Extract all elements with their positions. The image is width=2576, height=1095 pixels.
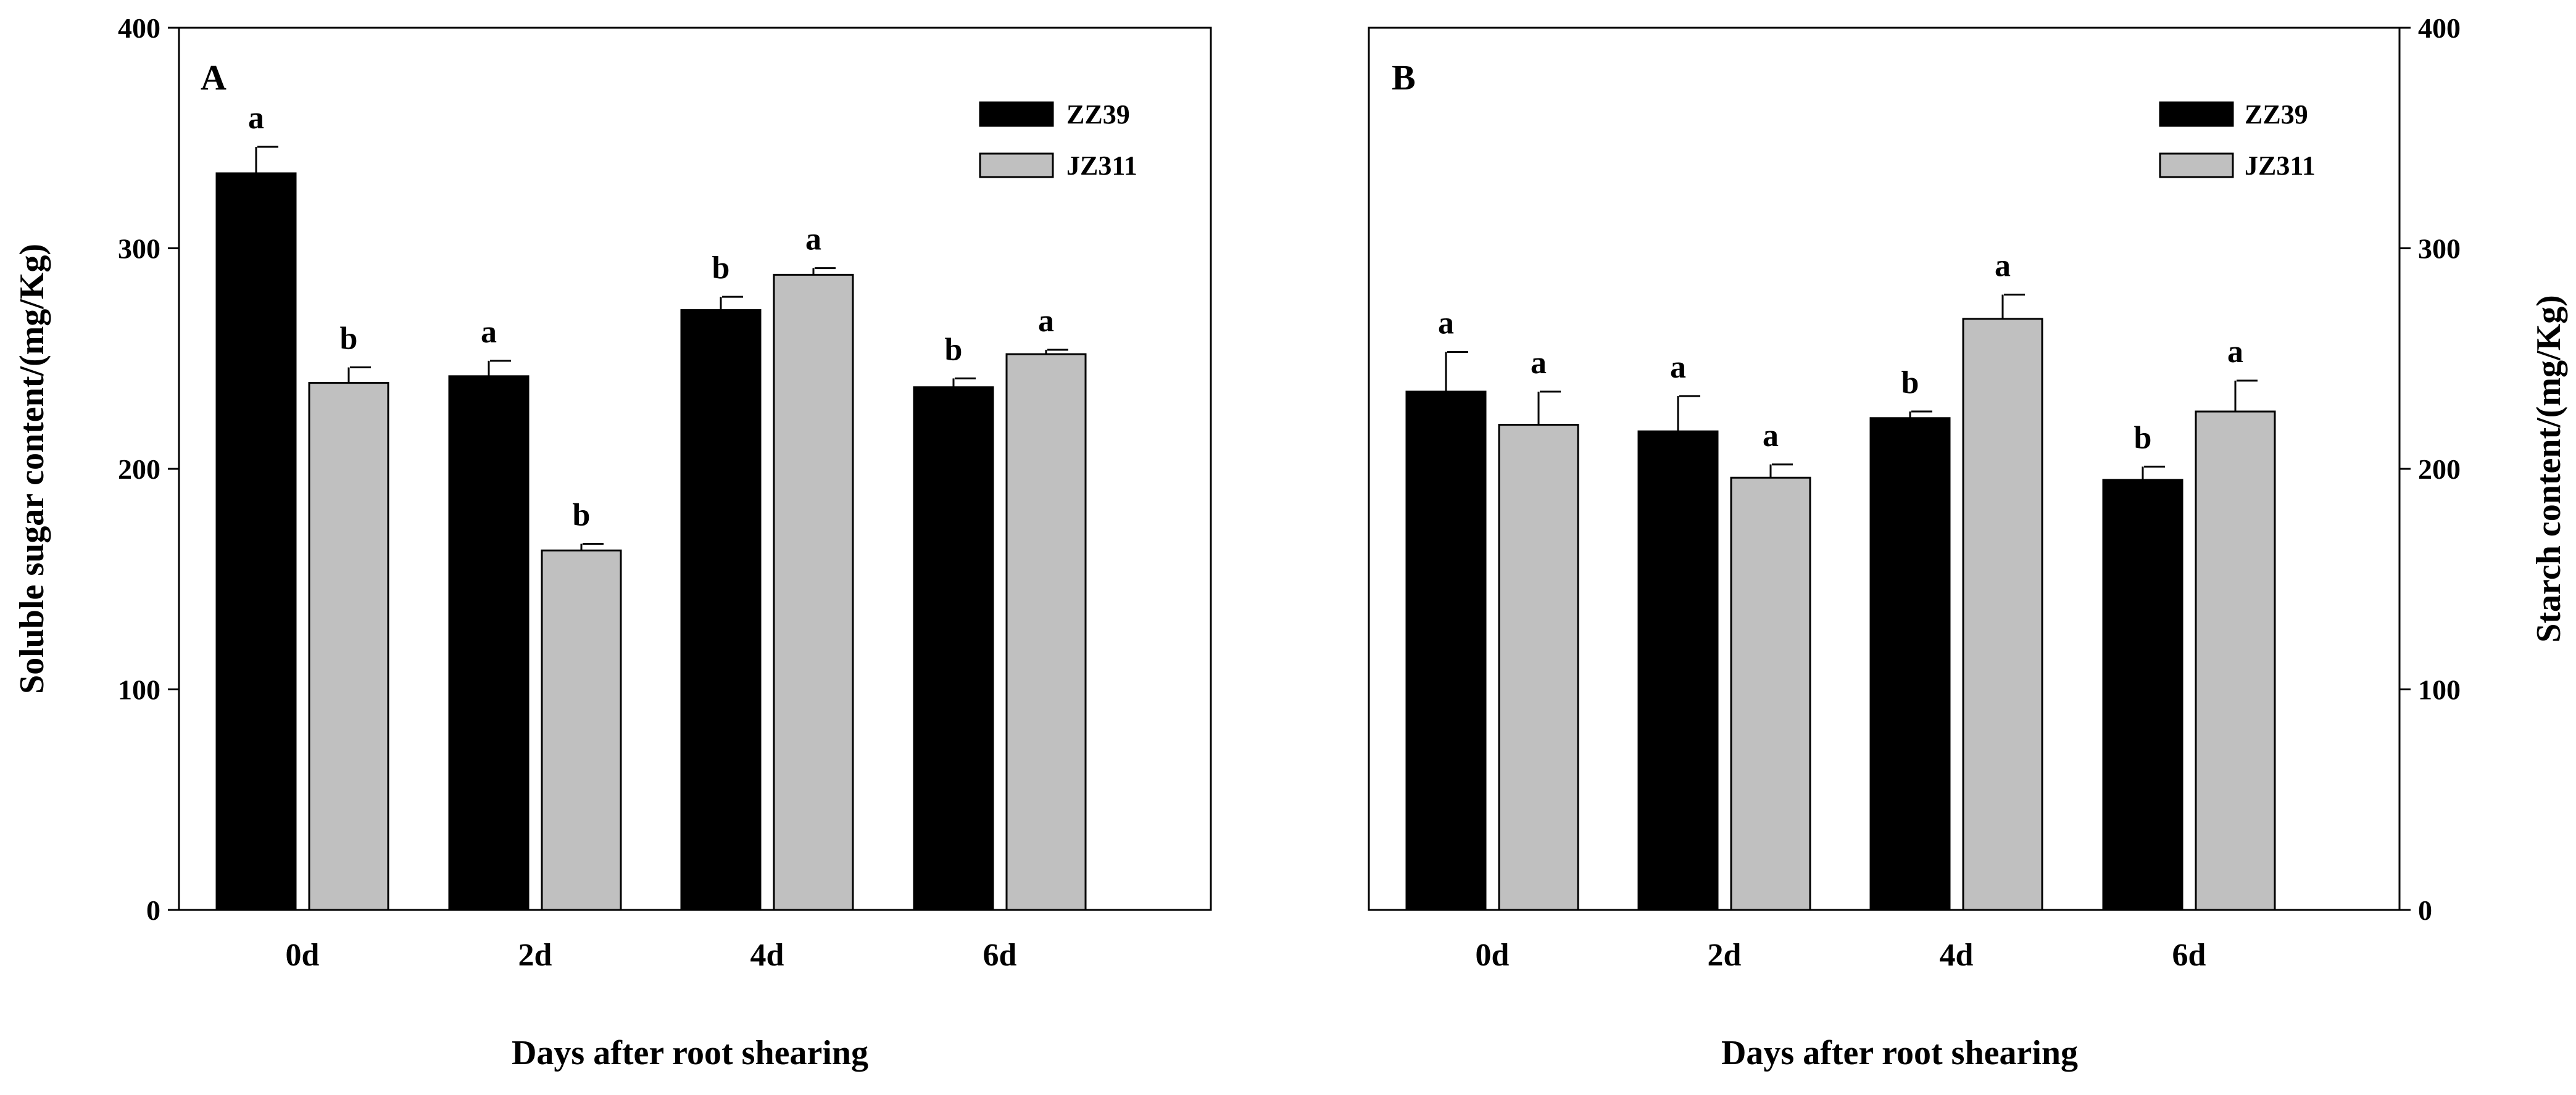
panel-b-y-tick-label: 100: [2418, 674, 2461, 706]
panel-b-bar-jz311-6d: [2195, 410, 2276, 911]
panel-a-significance-letter: a: [481, 315, 497, 350]
panel-b-legend-label-jz311: JZ311: [2245, 151, 2316, 181]
panel-b-y-tick-label: 0: [2418, 895, 2432, 926]
panel-b-legend-swatch-jz311: [2159, 152, 2234, 178]
panel-a-bar-jz311-2d: [541, 549, 622, 911]
panel-a-x-axis-title: Days after root shearing: [512, 1034, 868, 1072]
panel-a-y-tick-label: 300: [118, 233, 160, 265]
panel-a-significance-letter: a: [248, 101, 264, 136]
panel-b-significance-letter: b: [1901, 365, 1919, 400]
panel-b-x-tick-label: 2d: [1708, 938, 1742, 973]
panel-b-significance-letter: a: [1670, 350, 1686, 385]
panel-a-bar-jz311-4d: [773, 273, 854, 911]
panel-b-legend-swatch-zz39: [2159, 101, 2234, 127]
panel-b-bar-jz311-2d: [1730, 476, 1811, 911]
panel-a-bar-zz39-2d: [448, 375, 530, 911]
panel-b-significance-letter: b: [2134, 420, 2152, 455]
panel-b-bar-jz311-0d: [1498, 424, 1579, 911]
panel-a-bar-jz311-6d: [1005, 353, 1087, 911]
panel-a-legend-swatch-zz39: [979, 101, 1054, 127]
panel-a: 0 100 200 300 400 a b 0d a b 2d b a 4d b a 6d ZZ39 JZ311 A S…: [13, 12, 1212, 1072]
panel-b-bar-zz39-4d: [1869, 417, 1951, 911]
panel-a-legend-label-jz311: JZ311: [1066, 151, 1137, 181]
panel-b-y-tick-label: 200: [2418, 453, 2461, 485]
panel-a-significance-letter: a: [1038, 304, 1054, 339]
panel-a-x-tick-label: 6d: [983, 938, 1017, 973]
panel-a-significance-letter: b: [573, 498, 591, 533]
panel-a-legend-swatch-jz311: [979, 152, 1054, 178]
panel-b-y-tick-label: 300: [2418, 233, 2461, 265]
panel-a-label: A: [201, 57, 226, 97]
panel-a-significance-letter: b: [945, 332, 963, 367]
panel-a-significance-letter: a: [805, 222, 821, 257]
panel-b-legend-label-zz39: ZZ39: [2245, 99, 2308, 130]
panel-b-bar-zz39-6d: [2102, 479, 2183, 911]
panel-a-y-tick-label: 0: [146, 895, 160, 926]
panel-b-significance-letter: a: [1995, 249, 2011, 284]
panel-b: 0 100 200 300 400 a a 0d a a 2d b a 4d b a 6d ZZ39 JZ311 B S…: [1368, 12, 2568, 1072]
panel-a-y-tick-label: 100: [118, 674, 160, 706]
panel-a-x-tick-label: 2d: [518, 938, 552, 973]
panel-b-x-tick-label: 4d: [1940, 938, 1974, 973]
panel-a-x-tick-label: 4d: [750, 938, 784, 973]
panel-b-significance-letter: a: [1438, 306, 1454, 341]
panel-a-significance-letter: b: [712, 250, 730, 286]
panel-b-label: B: [1392, 57, 1416, 97]
panel-a-y-tick-label: 400: [118, 12, 160, 44]
panel-a-bar-zz39-0d: [215, 172, 297, 911]
panel-b-significance-letter: a: [2227, 334, 2243, 370]
panel-a-bar-jz311-0d: [308, 382, 389, 911]
panel-b-y-tick-label: 400: [2418, 12, 2461, 44]
panel-b-significance-letter: a: [1763, 418, 1779, 453]
panel-b-y-axis-title: Starch content/(mg/Kg): [2530, 295, 2568, 643]
panel-a-legend-label-zz39: ZZ39: [1066, 99, 1130, 130]
panel-b-bar-zz39-0d: [1405, 390, 1487, 911]
panel-b-bar-jz311-4d: [1962, 318, 2043, 911]
panel-a-bar-zz39-4d: [680, 309, 762, 911]
panel-a-significance-letter: b: [340, 321, 358, 357]
panel-a-x-tick-label: 0d: [286, 938, 320, 973]
panel-b-x-axis-title: Days after root shearing: [1721, 1034, 2078, 1072]
panel-b-x-tick-label: 0d: [1476, 938, 1510, 973]
panel-b-significance-letter: a: [1531, 345, 1547, 381]
panel-b-x-tick-label: 6d: [2172, 938, 2206, 973]
panel-a-y-tick-label: 200: [118, 453, 160, 485]
panel-a-y-axis-title: Soluble sugar content/(mg/Kg): [13, 244, 51, 694]
panel-b-bar-zz39-2d: [1637, 430, 1719, 911]
panel-a-bar-zz39-6d: [913, 386, 994, 911]
